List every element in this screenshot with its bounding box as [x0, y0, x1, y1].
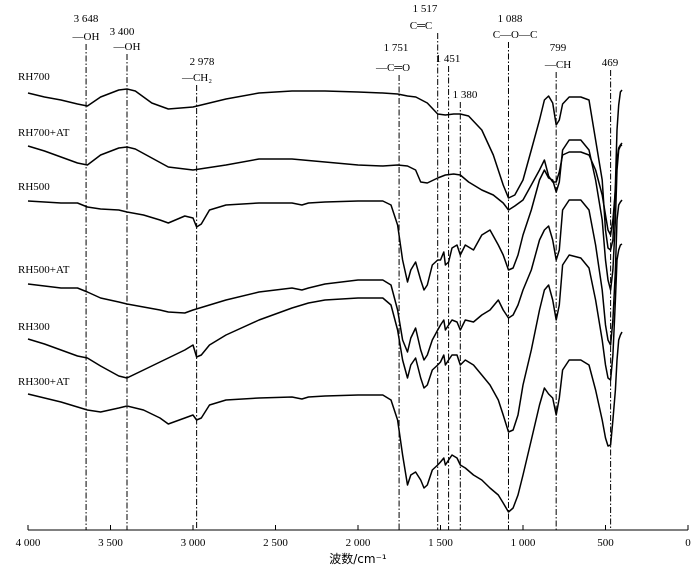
series-label: RH700	[18, 71, 50, 83]
x-tick-label: 3 000	[181, 537, 206, 549]
series-label: RH500	[18, 181, 50, 193]
peak-number-3648: 3 648	[74, 13, 99, 25]
x-tick-label: 2 000	[346, 537, 371, 549]
spectra-curves	[27, 88, 623, 513]
series-line-rh500	[27, 139, 623, 291]
series-label: RH500+AT	[18, 264, 70, 276]
peak-number-1088: 1 088	[498, 13, 523, 25]
peak-number-3400: 3 400	[110, 26, 135, 38]
peak-number-2978: 2 978	[190, 56, 215, 68]
peak-number-1451: 1 451	[436, 53, 461, 65]
x-axis-ticks: 4 000 3 500 3 000 2 500 2 000 1 500 1 000 500 0	[16, 525, 691, 549]
series-label: RH300	[18, 321, 50, 333]
x-tick-label: 4 000	[16, 537, 41, 549]
peak-group-2978: —CH₂	[181, 72, 212, 84]
peak-number-799: 799	[550, 42, 567, 54]
x-tick-label: 0	[685, 537, 691, 549]
series-line-rh500-at	[27, 199, 623, 361]
peak-number-1517: 1 517	[413, 3, 438, 15]
peak-group-799: —CH	[544, 59, 571, 71]
peak-number-1751: 1 751	[384, 42, 409, 54]
x-tick-label: 2 500	[263, 537, 288, 549]
x-tick-label: 500	[597, 537, 614, 549]
peak-group-1517: C═C	[410, 20, 432, 32]
peak-group-1751: —C═O	[375, 62, 410, 74]
peak-number-469: 469	[602, 57, 619, 69]
series-line-rh300	[27, 243, 623, 433]
series-label: RH300+AT	[18, 376, 70, 388]
peak-labels: 3 648 —OH 3 400 —OH 2 978 —CH₂ 1 751 —C═O 1 517 C…	[72, 3, 619, 101]
peak-group-1088: C—O—C	[493, 29, 538, 41]
peak-group-3400: —OH	[113, 41, 141, 53]
peak-group-3648: —OH	[72, 31, 100, 43]
peak-number-1380: 1 380	[453, 89, 478, 101]
series-labels: RH700 RH700+AT RH500 RH500+AT RH300 RH300+AT	[18, 71, 70, 388]
x-tick-label: 1 500	[428, 537, 453, 549]
series-label: RH700+AT	[18, 127, 70, 139]
series-line-rh700-at	[27, 142, 623, 236]
x-axis-title: 波数/cm⁻¹	[329, 551, 387, 566]
x-tick-label: 3 500	[98, 537, 123, 549]
series-line-rh700	[27, 88, 623, 251]
x-tick-label: 1 000	[511, 537, 536, 549]
series-line-rh300-at	[27, 331, 623, 513]
peak-reference-lines	[85, 33, 612, 530]
